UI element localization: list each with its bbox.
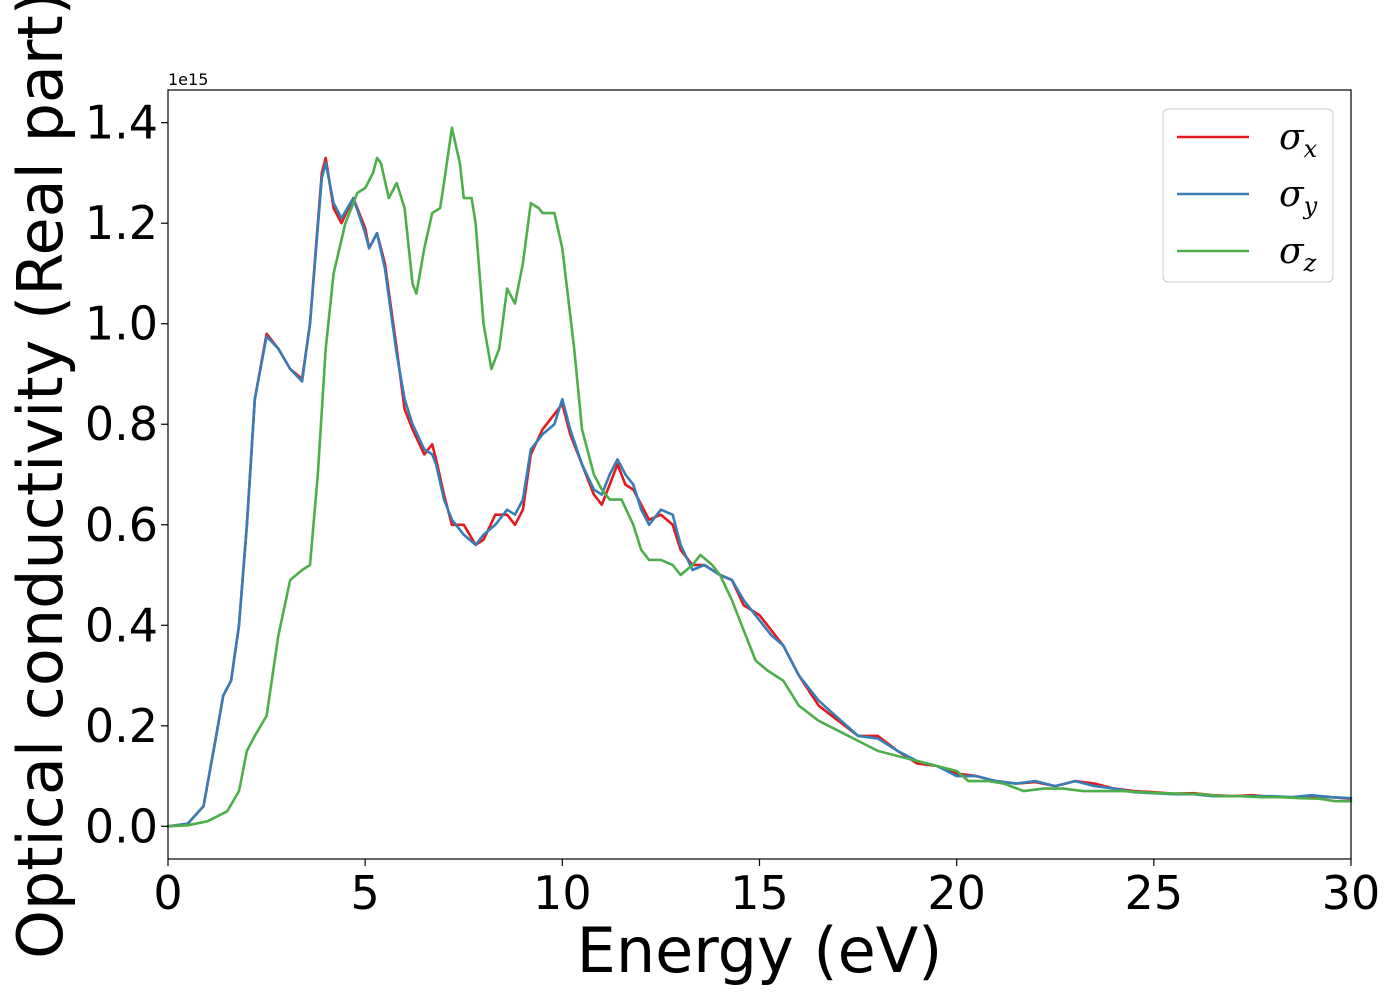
x-tick-label: 15 bbox=[730, 866, 789, 920]
y-tick-label: 1.0 bbox=[85, 297, 158, 351]
legend-label-x: σx bbox=[1279, 117, 1318, 163]
y-axis: 0.0 0.2 0.4 0.6 0.8 1.0 1.2 1.4 bbox=[85, 96, 168, 853]
y-tick-label: 0.8 bbox=[85, 397, 158, 451]
y-tick-label: 0.4 bbox=[85, 598, 158, 652]
x-tick-label: 30 bbox=[1322, 866, 1381, 920]
x-axis: 0 5 10 15 20 25 30 bbox=[153, 859, 1380, 920]
x-tick-label: 20 bbox=[927, 866, 986, 920]
y-offset-text: 1e15 bbox=[168, 70, 208, 89]
y-tick-label: 0.2 bbox=[85, 699, 158, 753]
y-tick-label: 0.0 bbox=[85, 799, 158, 853]
series-layer bbox=[166, 126, 1353, 828]
y-tick-label: 1.2 bbox=[85, 196, 158, 250]
x-axis-title: Energy (eV) bbox=[577, 914, 943, 987]
legend-box bbox=[1162, 108, 1334, 283]
legend-label-y: σy bbox=[1279, 174, 1318, 220]
legend-label-z: σz bbox=[1279, 231, 1317, 277]
x-tick-label: 5 bbox=[351, 866, 380, 920]
x-tick-label: 10 bbox=[533, 866, 592, 920]
series-line-z bbox=[166, 126, 1353, 828]
y-tick-label: 1.4 bbox=[85, 96, 158, 150]
series-line-y bbox=[166, 161, 1353, 828]
x-tick-label: 0 bbox=[153, 866, 182, 920]
y-tick-label: 0.6 bbox=[85, 498, 158, 552]
x-tick-label: 25 bbox=[1125, 866, 1184, 920]
legend: σx σy σz bbox=[1162, 108, 1334, 283]
y-axis-title: Optical conductivity (Real part) bbox=[4, 0, 77, 959]
